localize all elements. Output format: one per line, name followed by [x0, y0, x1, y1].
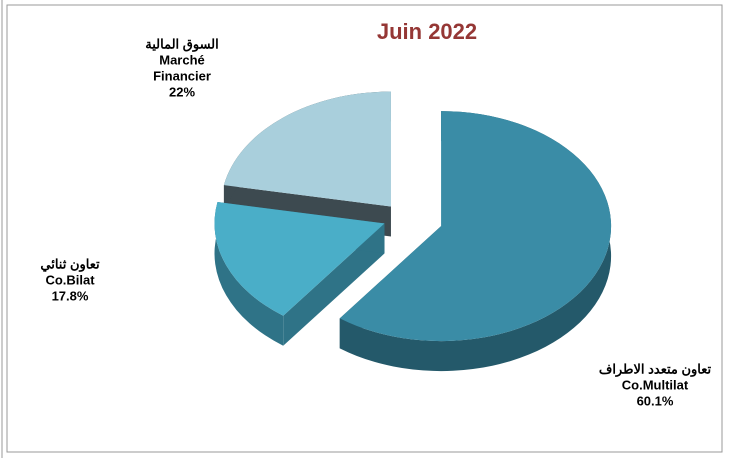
pie-slice — [223, 91, 391, 207]
slice-label: Co.Multilat — [622, 377, 689, 392]
pie-slice — [214, 202, 385, 316]
slice-label: Marché — [159, 52, 205, 67]
pie-slice — [339, 111, 612, 342]
slice-side — [283, 223, 385, 346]
value-label: 17.8% — [52, 288, 89, 303]
slice-rim — [339, 111, 612, 372]
chart-title: Juin 2022 — [377, 19, 477, 44]
value-label: 60.1% — [637, 393, 674, 408]
value-label: 22% — [169, 84, 195, 99]
slice-label: Co.Bilat — [45, 272, 95, 287]
slice-label: السوق المالية — [145, 36, 219, 52]
slice-label: تعاون ثنائي — [40, 256, 100, 272]
slice-rim — [214, 202, 284, 346]
slice-label: Financier — [153, 68, 211, 83]
slice-label: تعاون متعدد الاطراف — [599, 361, 712, 377]
